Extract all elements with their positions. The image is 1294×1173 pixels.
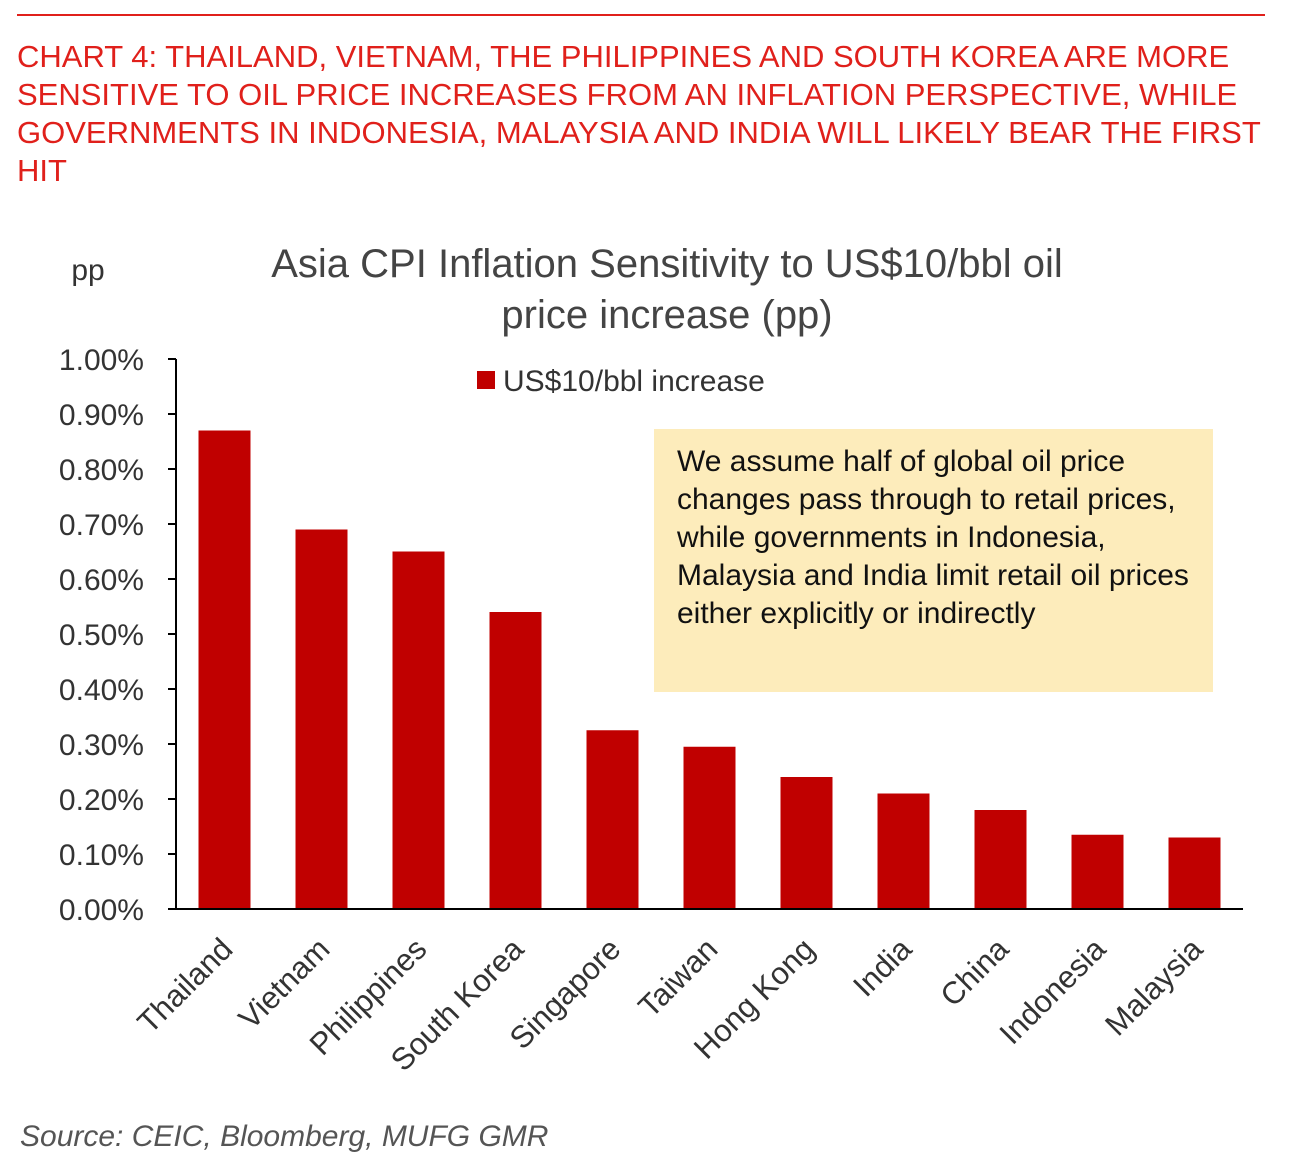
y-tick-label: 0.60% — [59, 564, 144, 597]
bar — [586, 730, 639, 909]
y-axis: 0.00% 0.10% 0.20% 0.30% 0.40% 0.50% 0.60% 0.70%… — [59, 344, 177, 927]
bar — [198, 430, 251, 909]
top-rule — [17, 14, 1265, 16]
x-tick-label: India — [846, 931, 919, 1004]
bar — [489, 612, 542, 909]
bar — [1168, 837, 1221, 909]
bar — [780, 777, 833, 909]
legend-label: US$10/bbl increase — [503, 365, 765, 398]
y-tick-label: 0.20% — [59, 784, 144, 817]
bar — [877, 793, 930, 909]
bar — [974, 810, 1027, 909]
y-unit-label: pp — [71, 254, 104, 287]
x-tick-label: Thailand — [131, 931, 240, 1040]
y-tick-label: 0.50% — [59, 619, 144, 652]
y-tick-label: 0.10% — [59, 839, 144, 872]
x-tick-label: Indonesia — [993, 931, 1113, 1051]
source-note: Source: CEIC, Bloomberg, MUFG GMR — [20, 1120, 549, 1153]
bar — [392, 551, 445, 909]
y-tick-label: 0.80% — [59, 454, 144, 487]
y-tick-label: 0.90% — [59, 399, 144, 432]
legend-swatch — [477, 371, 495, 389]
bar-series — [198, 430, 1221, 909]
y-tick-label: 0.40% — [59, 674, 144, 707]
x-tick-label: Taiwan — [631, 931, 724, 1024]
x-tick-label: China — [933, 931, 1016, 1014]
y-tick-label: 1.00% — [59, 344, 144, 377]
annotation-callout: We assume half of global oil price chang… — [654, 429, 1213, 692]
bar — [295, 529, 348, 909]
x-tick-label: Malaysia — [1098, 931, 1210, 1043]
chart-title-line-1: Asia CPI Inflation Sensitivity to US$10/… — [271, 242, 1063, 286]
y-tick-label: 0.00% — [59, 894, 144, 927]
chart-title-line-2: price increase (pp) — [501, 293, 832, 337]
bar — [1071, 834, 1124, 909]
y-tick-label: 0.30% — [59, 729, 144, 762]
y-tick-label: 0.70% — [59, 509, 144, 542]
bar — [683, 746, 736, 909]
chart-headline: CHART 4: THAILAND, VIETNAM, THE PHILIPPI… — [17, 39, 1261, 188]
